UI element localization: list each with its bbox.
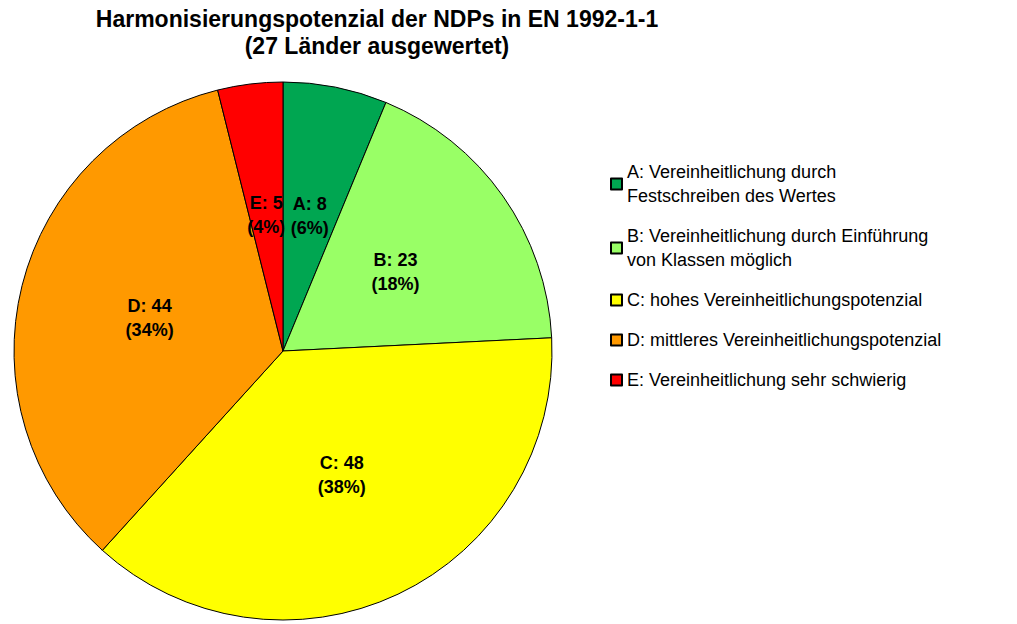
svg-text:D: 44: D: 44: [128, 296, 172, 316]
svg-text:(34%): (34%): [126, 320, 174, 340]
svg-text:A: Vereinheitlichung durch: A: Vereinheitlichung durch: [627, 162, 836, 182]
svg-text:D: mittleres Vereinheitlichung: D: mittleres Vereinheitlichungspotenzial: [627, 330, 941, 350]
svg-text:C: 48: C: 48: [320, 453, 364, 473]
svg-text:A: 8: A: 8: [293, 194, 327, 214]
svg-text:von Klassen möglich: von Klassen möglich: [627, 250, 792, 270]
svg-text:(18%): (18%): [371, 274, 419, 294]
svg-text:E: Vereinheitlichung sehr schw: E: Vereinheitlichung sehr schwierig: [627, 370, 906, 390]
svg-text:C: hohes Vereinheitlichungspot: C: hohes Vereinheitlichungspotenzial: [627, 290, 922, 310]
svg-text:Festschreiben des Wertes: Festschreiben des Wertes: [627, 186, 836, 206]
svg-text:(6%): (6%): [291, 218, 329, 238]
svg-text:(27 Länder ausgewertet): (27 Länder ausgewertet): [245, 33, 510, 59]
svg-text:E: 5: E: 5: [250, 193, 283, 213]
svg-text:Harmonisierungspotenzial der N: Harmonisierungspotenzial der NDPs in EN …: [96, 6, 659, 32]
svg-text:B: 23: B: 23: [373, 250, 417, 270]
svg-text:(38%): (38%): [318, 477, 366, 497]
svg-text:B: Vereinheitlichung durch Ein: B: Vereinheitlichung durch Einführung: [627, 226, 928, 246]
svg-text:(4%): (4%): [247, 217, 285, 237]
